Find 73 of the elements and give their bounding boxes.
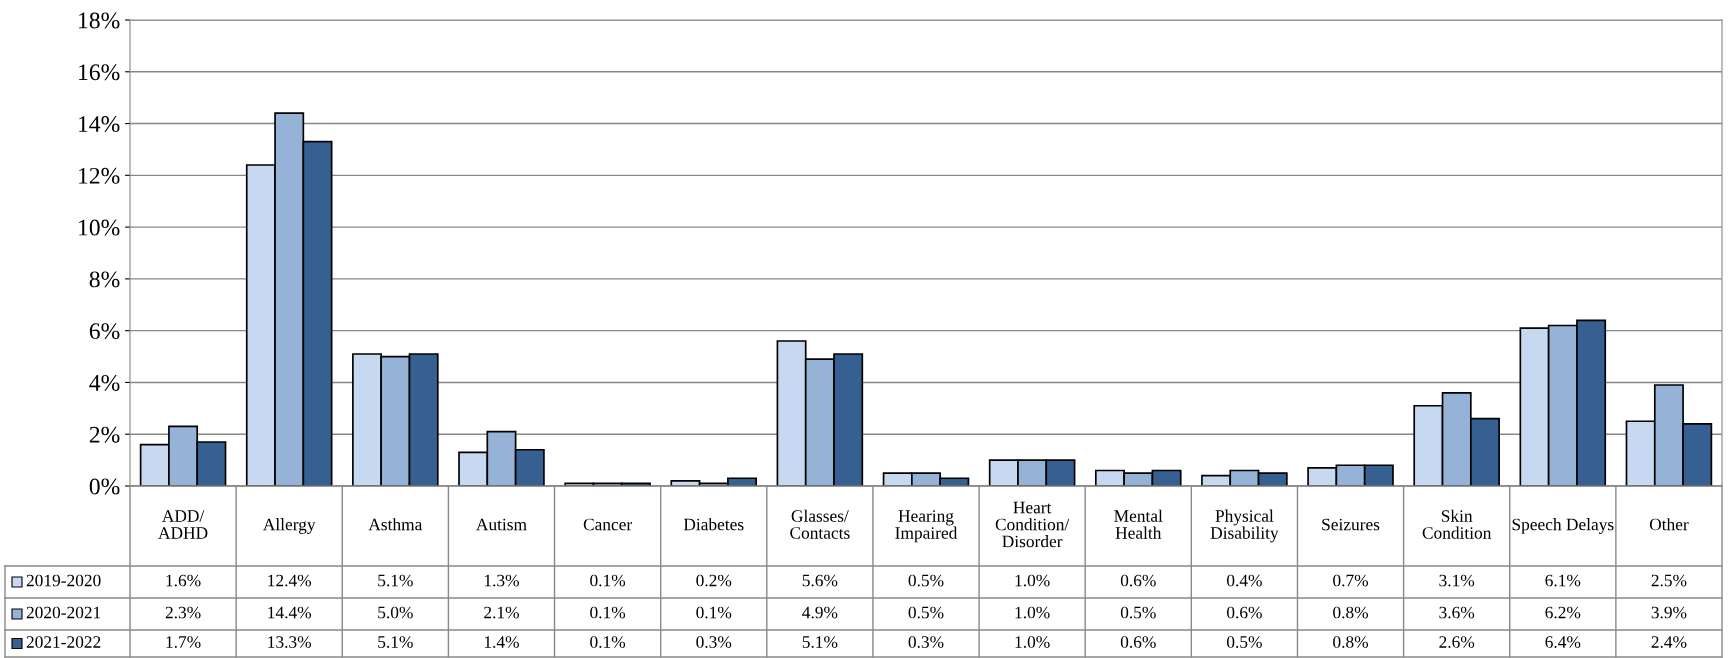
data-label: 6.4% xyxy=(1545,636,1581,648)
x-tick-label: Autism xyxy=(476,518,527,531)
legend-label: 2019-2020 xyxy=(26,574,101,587)
data-label: 6.1% xyxy=(1545,574,1581,587)
legend-label: 2020-2021 xyxy=(26,606,101,619)
y-tick-label: 0% xyxy=(89,478,120,495)
data-label: 1.4% xyxy=(484,636,519,648)
data-label: 0.1% xyxy=(590,574,626,587)
data-label: 3.9% xyxy=(1651,606,1687,619)
data-label: 1.3% xyxy=(484,574,519,587)
data-label: 12.4% xyxy=(268,574,312,587)
x-tick-label: Allergy xyxy=(263,518,316,534)
data-label: 4.9% xyxy=(802,606,838,619)
data-label: 0.6% xyxy=(1226,606,1262,619)
data-label: 0.6% xyxy=(1120,574,1156,587)
data-label: 0.5% xyxy=(908,606,944,619)
data-label: 1.0% xyxy=(1015,636,1050,648)
data-label: 2.4% xyxy=(1651,636,1687,648)
x-tick-label: Other xyxy=(1649,518,1689,531)
x-tick-label: Seizures xyxy=(1322,518,1380,531)
data-label: 5.0% xyxy=(378,606,413,619)
data-label: 5.1% xyxy=(378,636,413,648)
x-tick-label: Speech Delays xyxy=(1512,518,1614,534)
data-label: 0.7% xyxy=(1333,574,1369,587)
data-label: 0.8% xyxy=(1333,636,1369,648)
data-label: 0.6% xyxy=(1120,636,1156,648)
data-label: 0.3% xyxy=(696,636,732,648)
data-label: 0.1% xyxy=(590,636,626,648)
y-tick-label: 4% xyxy=(89,374,120,391)
data-label: 2.5% xyxy=(1651,574,1687,587)
legend-label: 2021-2022 xyxy=(26,636,101,648)
data-label: 2.1% xyxy=(484,606,519,619)
data-label: 3.6% xyxy=(1439,606,1475,619)
x-tick-label: Physical Disability xyxy=(1210,509,1279,543)
x-tick-label: Mental Health xyxy=(1114,509,1163,539)
data-label: 2.3% xyxy=(165,606,201,619)
data-label: 1.6% xyxy=(166,574,201,587)
data-label: 0.5% xyxy=(908,574,944,587)
x-tick-label: Glasses/ Contacts xyxy=(790,509,850,539)
x-tick-label: Hearing Impaired xyxy=(895,510,958,543)
data-label: 5.6% xyxy=(802,574,838,587)
data-label: 0.1% xyxy=(590,606,626,619)
data-label: 2.6% xyxy=(1439,636,1475,648)
data-label: 13.3% xyxy=(268,636,312,648)
x-tick-label: ADD/ ADHD xyxy=(158,510,208,539)
data-label: 5.1% xyxy=(802,636,838,648)
y-tick-label: 10% xyxy=(79,219,120,236)
data-label: 0.3% xyxy=(908,636,944,648)
y-tick-label: 6% xyxy=(89,323,120,340)
data-label: 0.1% xyxy=(696,606,732,619)
y-tick-label: 14% xyxy=(79,116,120,133)
y-tick-label: 2% xyxy=(89,426,120,443)
data-label: 3.1% xyxy=(1439,574,1475,587)
data-label: 0.2% xyxy=(696,574,732,587)
data-label: 1.7% xyxy=(166,636,201,648)
data-label: 0.8% xyxy=(1333,606,1369,619)
data-label: 6.2% xyxy=(1545,606,1581,619)
data-label: 14.4% xyxy=(268,606,312,619)
data-label: 0.5% xyxy=(1226,636,1262,648)
data-label: 1.0% xyxy=(1015,574,1050,587)
data-label: 5.1% xyxy=(378,574,413,587)
x-tick-label: Cancer xyxy=(583,518,633,531)
data-label: 0.5% xyxy=(1120,606,1156,619)
data-label: 0.4% xyxy=(1226,574,1262,587)
x-tick-label: Diabetes xyxy=(683,518,744,531)
y-tick-label: 18% xyxy=(79,12,120,29)
x-tick-label: Skin Condition xyxy=(1422,509,1492,539)
data-label: 1.0% xyxy=(1015,606,1050,619)
x-tick-label: Asthma xyxy=(368,518,423,531)
y-tick-label: 8% xyxy=(89,271,120,288)
x-tick-label: Heart Condition/ Disorder xyxy=(995,501,1070,548)
y-tick-label: 16% xyxy=(79,64,120,81)
y-tick-label: 12% xyxy=(79,167,120,184)
